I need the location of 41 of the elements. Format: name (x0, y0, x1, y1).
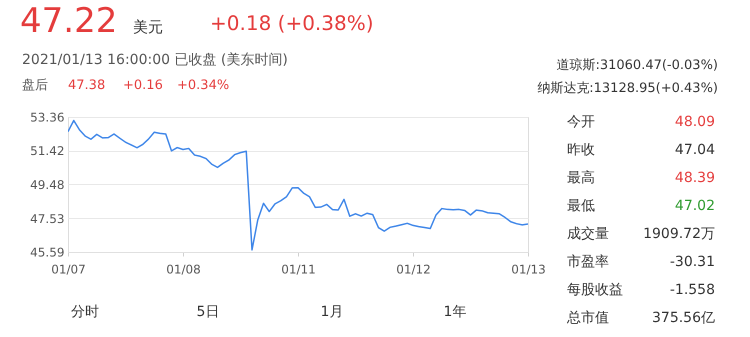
x-tick-label: 01/08 (166, 262, 201, 276)
x-tick-label: 01/07 (51, 262, 86, 276)
text: 47.04 (674, 142, 716, 158)
text: 分时 (71, 304, 99, 320)
y-tick-label: 53.36 (30, 110, 64, 124)
text: 375.56亿 (652, 310, 715, 326)
text: 今开 (567, 114, 595, 130)
x-tick-label: 01/11 (281, 262, 316, 276)
text: 1年 (444, 304, 466, 320)
text: 47.02 (674, 198, 715, 214)
y-tick-label: 49.48 (30, 178, 64, 192)
text: 纳斯达克:13128.95(+0.43%) (537, 81, 718, 96)
text: 成交量 (567, 226, 609, 242)
chart-subtitle: 美元 (133, 18, 163, 36)
text: 2021/01/13 16:00:00 已收盘 (美东时间) (22, 52, 288, 68)
text: 5日 (196, 304, 220, 320)
text: +0.18 (+0.38%) (210, 11, 374, 35)
text: 1909.72万 (643, 226, 715, 242)
text: 最高 (567, 170, 595, 186)
text: -1.558 (670, 282, 715, 298)
text: 总市值 (566, 310, 609, 326)
y-tick-label: 51.42 (30, 144, 64, 158)
x-tick-label: 01/13 (511, 262, 546, 276)
text: 48.39 (674, 170, 715, 186)
text: -30.31 (670, 254, 715, 270)
text: 48.09 (674, 114, 715, 130)
text: +0.16 (123, 78, 163, 93)
x-tick-label: 01/12 (396, 262, 431, 276)
text: 47.38 (68, 78, 106, 93)
line-series (68, 120, 528, 251)
y-tick-label: 45.59 (30, 246, 64, 260)
text: 昨收 (567, 142, 595, 158)
text: +0.34% (177, 78, 230, 93)
text: 最低 (567, 198, 595, 214)
text: 每股收益 (567, 282, 623, 298)
text: 道琼斯:31060.47(-0.03%) (556, 57, 718, 73)
text: 盘后 (22, 78, 48, 93)
y-tick-label: 47.53 (30, 212, 64, 226)
chart-title: 47.22 (20, 1, 118, 41)
text: 1月 (320, 304, 344, 320)
text: 市盈率 (567, 254, 609, 270)
